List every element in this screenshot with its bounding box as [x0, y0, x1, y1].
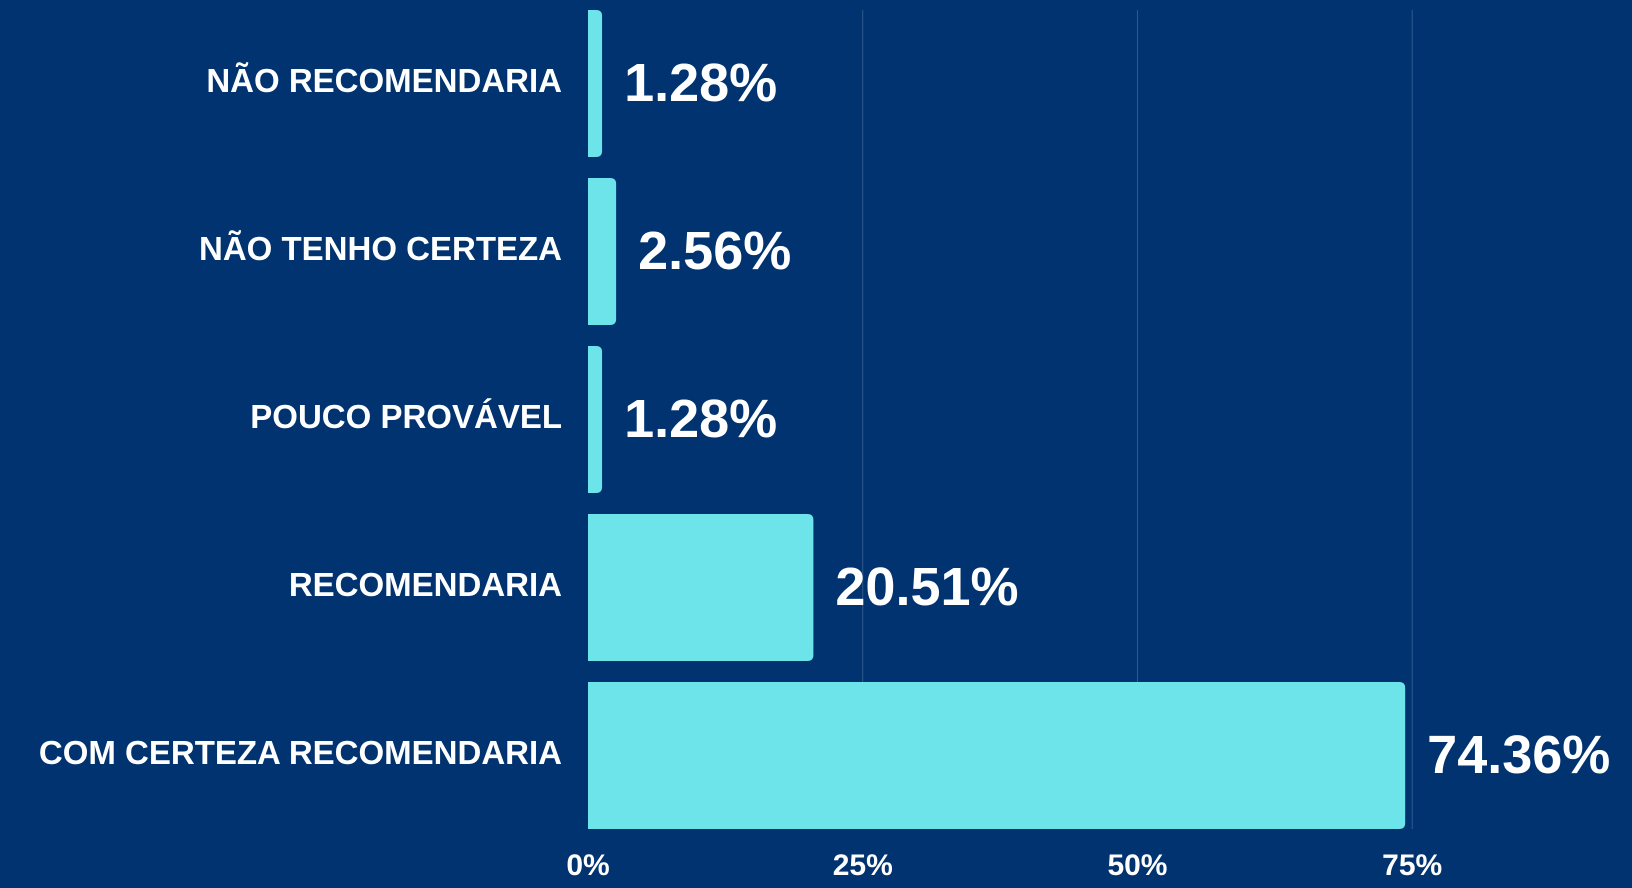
y-tick-label: POUCO PROVÁVEL	[250, 398, 562, 435]
value-label: 74.36%	[1427, 725, 1610, 785]
x-tick-label: 50%	[1107, 849, 1167, 882]
value-label: 2.56%	[638, 221, 791, 281]
y-tick-label: NÃO TENHO CERTEZA	[199, 230, 562, 267]
bar	[588, 10, 603, 157]
bar	[588, 178, 617, 325]
x-tick-label: 75%	[1382, 849, 1442, 882]
x-tick-label: 25%	[833, 849, 893, 882]
bar	[588, 346, 603, 493]
x-tick-label: 0%	[566, 849, 609, 882]
value-label: 1.28%	[624, 389, 777, 449]
value-label: 1.28%	[624, 53, 777, 113]
bar	[588, 682, 1406, 829]
y-tick-label: NÃO RECOMENDARIA	[206, 62, 562, 99]
y-tick-label: COM CERTEZA RECOMENDARIA	[39, 734, 562, 771]
bar	[588, 514, 814, 661]
value-label: 20.51%	[835, 557, 1018, 617]
y-tick-label: RECOMENDARIA	[289, 566, 562, 603]
